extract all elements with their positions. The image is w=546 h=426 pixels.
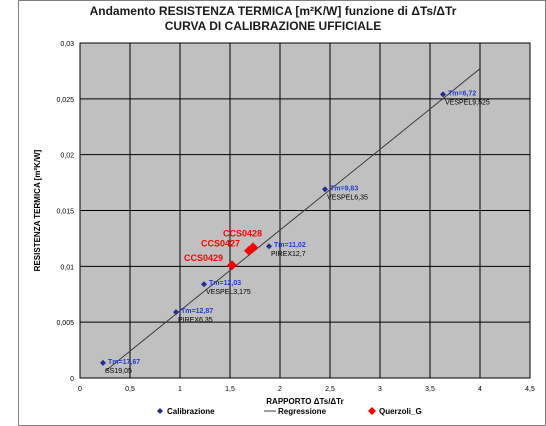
sample-label: VESPEL9,525 (445, 99, 490, 106)
y-tick-label: 0,03 (60, 41, 74, 48)
sample-label: PIREX12,7 (271, 251, 306, 258)
tm-label: Tm=12,03 (209, 280, 241, 287)
y-tick-label: 0,025 (56, 97, 74, 104)
x-tick-label: 4,5 (525, 386, 535, 393)
calibration-point (201, 281, 207, 288)
calibration-point (173, 309, 179, 316)
calibration-point (440, 91, 446, 98)
x-tick-label: 3 (378, 386, 382, 393)
x-tick-label: 2,5 (325, 386, 335, 393)
y-axis-label: RESISTENZA TERMICA [m²K/W] (33, 149, 42, 271)
calibration-point (100, 359, 106, 366)
sample-label: SS19,05 (105, 368, 132, 375)
tm-label: Tm=6,72 (448, 90, 476, 97)
series-layer (100, 68, 481, 372)
point-labels: Tm=17,67 SS19,05 Tm=12,87 PIREX6,35 Tm=12,03… (105, 90, 490, 375)
x-tick-label: 1,5 (225, 386, 235, 393)
y-tick-label: 0,01 (60, 264, 74, 271)
querzoli-label: CCS0428 (223, 228, 262, 238)
y-tick-label: 0 (70, 376, 74, 383)
querzoli-point (248, 242, 258, 253)
tick-labels: 0 0,5 1 1,5 2 2,5 3 3,5 4 4,5 0 0,005 0,01 0,015 0,02 0… (56, 41, 535, 393)
legend-label-querzoli: Querzoli_G (379, 407, 422, 416)
chart-subtitle: CURVA DI CALIBRAZIONE UFFICIALE (164, 19, 382, 33)
querzoli-label: CCS0429 (184, 253, 223, 263)
legend-label-calibrazione: Calibrazione (167, 407, 215, 416)
legend-marker-querzoli (368, 407, 376, 415)
legend: Calibrazione Regressione Querzoli_G (157, 407, 422, 416)
x-tick-label: 2 (278, 386, 282, 393)
y-tick-label: 0,005 (56, 320, 74, 327)
querzoli-label: CCS0427 (201, 239, 240, 249)
chart-title: Andamento RESISTENZA TERMICA [m²K/W] fun… (89, 4, 457, 18)
calibration-point (266, 243, 272, 250)
sample-label: PIREX6,35 (178, 317, 213, 324)
sample-label: VESPEL3,175 (206, 289, 251, 296)
x-tick-label: 4 (478, 386, 482, 393)
sample-label: VESPEL6,35 (327, 194, 368, 201)
x-tick-label: 1 (178, 386, 182, 393)
y-tick-label: 0,015 (56, 209, 74, 216)
legend-marker-calibrazione (157, 408, 163, 414)
x-axis-label: RAPPORTO ΔTs/ΔTr (266, 397, 343, 406)
tm-label: Tm=12,87 (181, 308, 213, 315)
legend-label-regressione: Regressione (278, 407, 327, 416)
tm-label: Tm=17,67 (108, 359, 140, 366)
tm-label: Tm=9,83 (330, 185, 358, 192)
x-tick-label: 0 (78, 386, 82, 393)
x-tick-label: 3,5 (425, 386, 435, 393)
regression-line (104, 68, 481, 372)
axes (79, 42, 531, 379)
x-tick-label: 0,5 (125, 386, 135, 393)
tm-label: Tm=11,02 (274, 242, 306, 249)
calibration-point (322, 186, 328, 193)
querzoli-point (227, 260, 237, 271)
plot-border (79, 42, 531, 379)
y-tick-label: 0,02 (60, 153, 74, 160)
